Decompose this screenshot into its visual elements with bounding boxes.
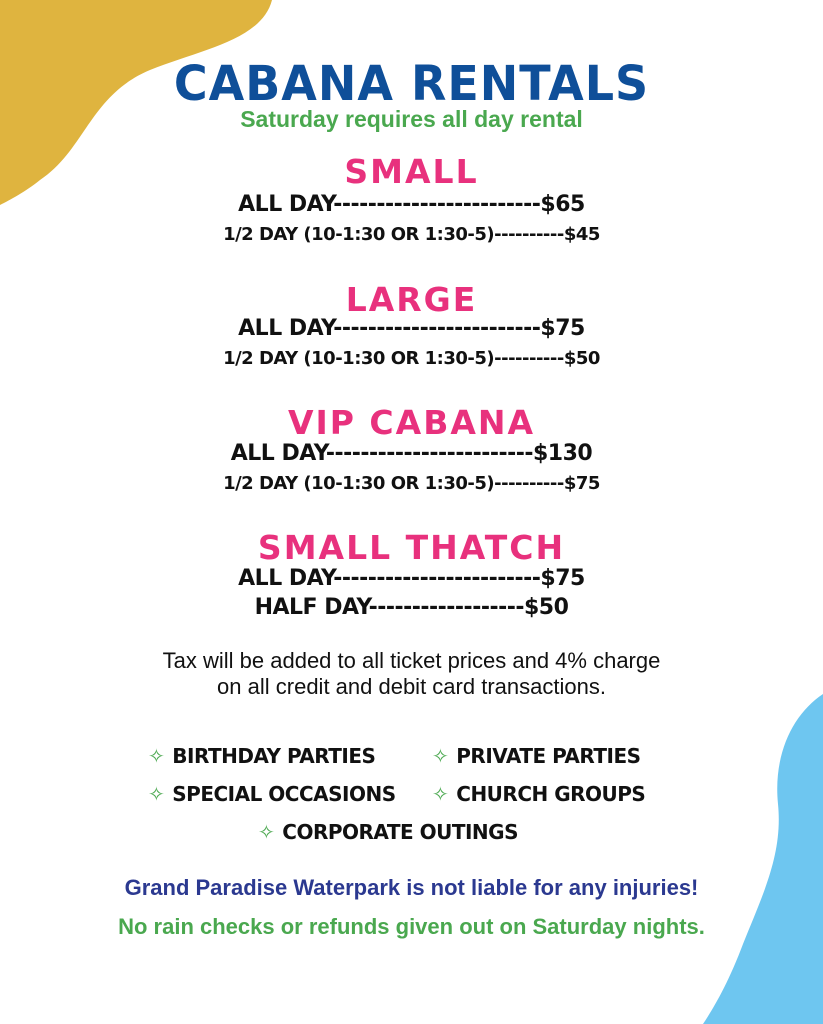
rain-check-notice: No rain checks or refunds given out on S… bbox=[118, 914, 705, 939]
liability-notice: Grand Paradise Waterpark is not liable f… bbox=[124, 875, 699, 900]
event-item: ✧ Corporate Outings bbox=[258, 820, 518, 844]
event-item: ✧ Birthday Parties bbox=[148, 744, 376, 768]
section-title-large: Large bbox=[345, 280, 478, 319]
price-line: 1/2 DAY (10-1:30 OR 1:30-5)----------$45 bbox=[223, 224, 600, 245]
sparkle-star-icon: ✧ bbox=[432, 782, 449, 806]
price-line: 1/2 DAY (10-1:30 OR 1:30-5)----------$75 bbox=[223, 473, 600, 494]
section-title-vip: VIP Cabana bbox=[287, 403, 536, 442]
blue-blob-decoration bbox=[703, 694, 823, 1024]
event-item: ✧ Special Occasions bbox=[148, 782, 396, 806]
sparkle-star-icon: ✧ bbox=[148, 782, 165, 806]
sparkle-star-icon: ✧ bbox=[432, 744, 449, 768]
price-line: ALL DAY------------------------$75 bbox=[238, 566, 585, 591]
tax-note-line-1: Tax will be added to all ticket prices a… bbox=[162, 648, 661, 673]
event-label: Church Groups bbox=[456, 782, 646, 806]
event-label: Birthday Parties bbox=[172, 744, 376, 768]
price-line: ALL DAY------------------------$130 bbox=[230, 441, 593, 466]
price-line: ALL DAY------------------------$65 bbox=[238, 192, 585, 217]
section-title-thatch: Small Thatch bbox=[257, 528, 566, 567]
section-title-small: Small bbox=[344, 152, 479, 191]
page-title: Cabana Rentals bbox=[173, 54, 650, 112]
event-item: ✧ Church Groups bbox=[432, 782, 646, 806]
event-item: ✧ Private Parties bbox=[432, 744, 641, 768]
yellow-blob-decoration bbox=[0, 0, 272, 205]
subtitle: Saturday requires all day rental bbox=[240, 106, 583, 132]
event-label: Special Occasions bbox=[172, 782, 396, 806]
event-label: Corporate Outings bbox=[282, 820, 518, 844]
event-label: Private Parties bbox=[456, 744, 641, 768]
price-line: ALL DAY------------------------$75 bbox=[238, 316, 585, 341]
price-line: HALF DAY------------------$50 bbox=[254, 595, 569, 620]
sparkle-star-icon: ✧ bbox=[258, 820, 275, 844]
sparkle-star-icon: ✧ bbox=[148, 744, 165, 768]
price-line: 1/2 DAY (10-1:30 OR 1:30-5)----------$50 bbox=[223, 348, 600, 369]
tax-note-line-2: on all credit and debit card transaction… bbox=[217, 674, 606, 699]
